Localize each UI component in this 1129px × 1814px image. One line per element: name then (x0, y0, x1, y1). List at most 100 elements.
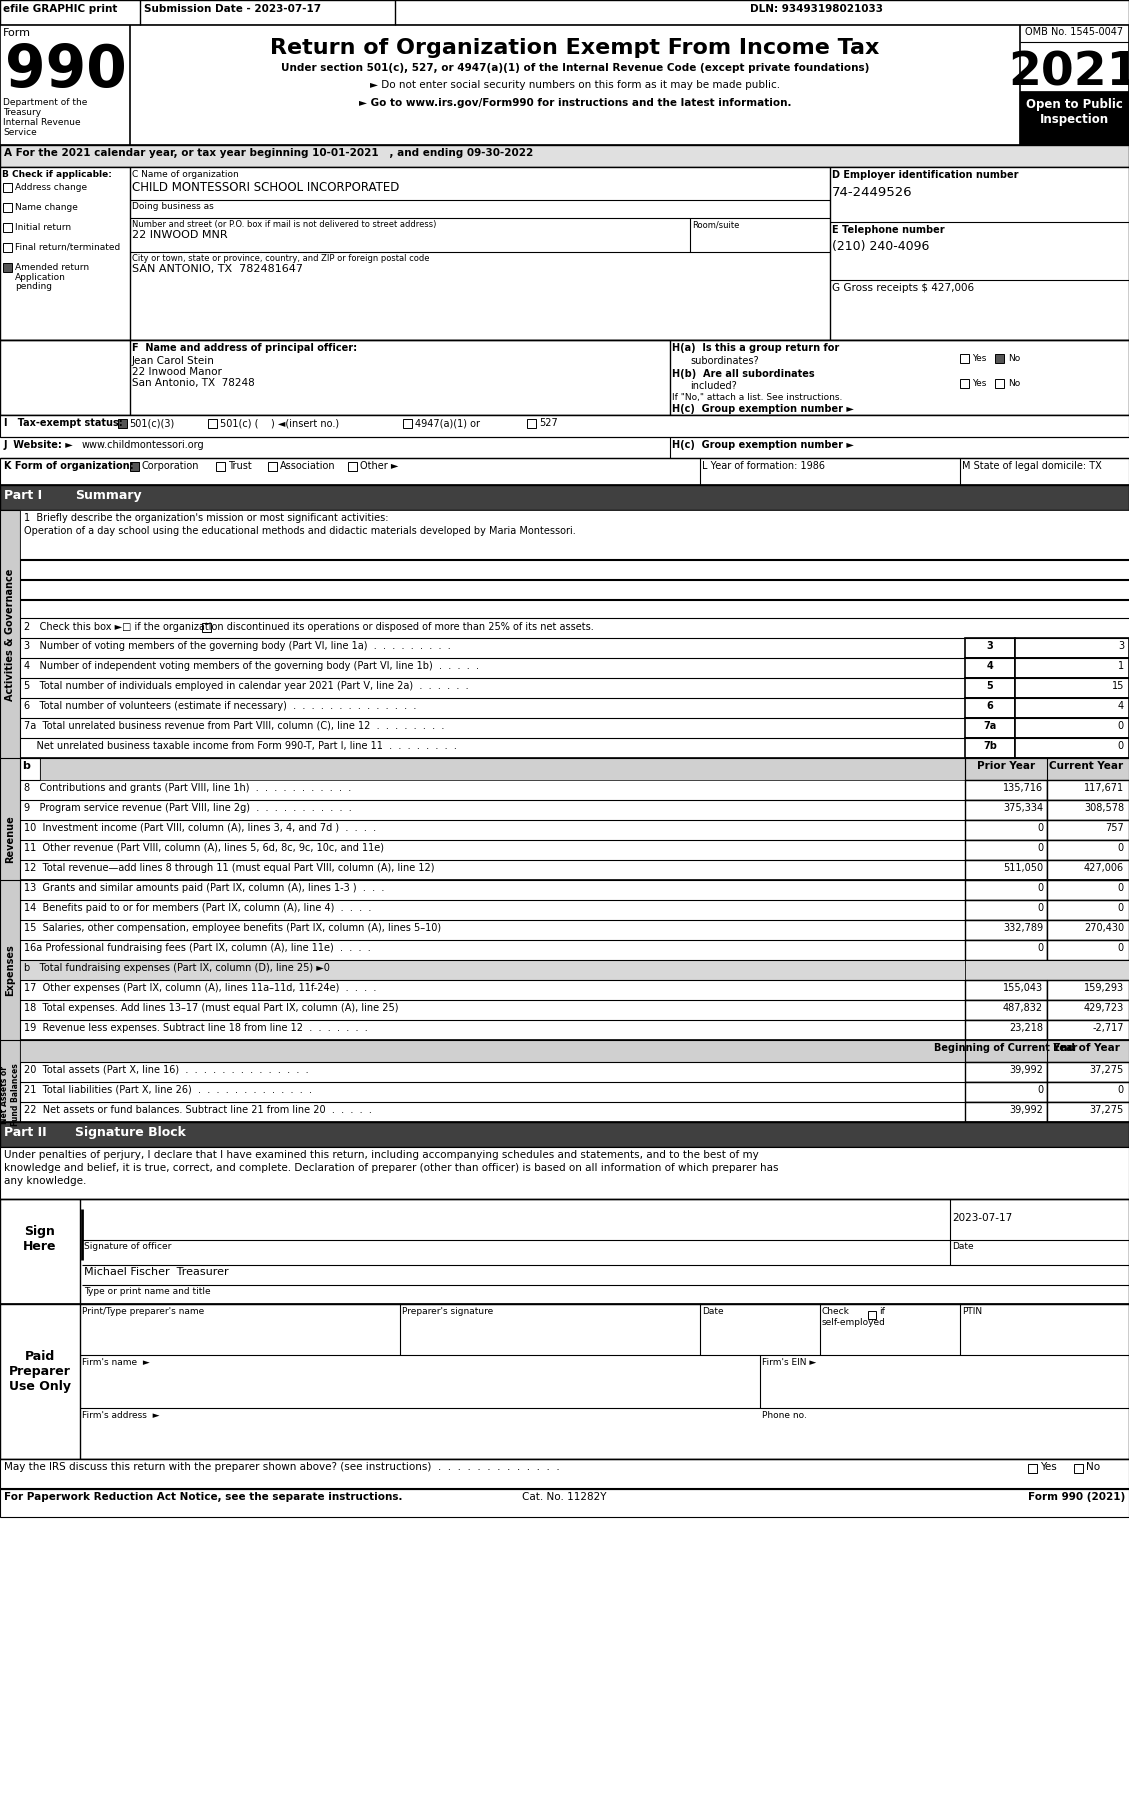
Text: 332,789: 332,789 (1003, 923, 1043, 932)
Bar (1047, 940, 1129, 960)
Text: May the IRS discuss this return with the preparer shown above? (see instructions: May the IRS discuss this return with the… (5, 1462, 560, 1471)
Text: Yes: Yes (972, 354, 987, 363)
Text: Date: Date (702, 1308, 724, 1315)
Bar (20, 510, 1129, 561)
Text: L Year of formation: 1986: L Year of formation: 1986 (702, 461, 825, 472)
Text: 3   Number of voting members of the governing body (Part VI, line 1a)  .  .  .  : 3 Number of voting members of the govern… (24, 640, 450, 651)
Text: Beginning of Current Year: Beginning of Current Year (935, 1043, 1078, 1052)
Text: CHILD MONTESSORI SCHOOL INCORPORATED: CHILD MONTESSORI SCHOOL INCORPORATED (132, 181, 400, 194)
Bar (0, 25, 1129, 145)
Bar (0, 415, 1129, 437)
Text: PTIN: PTIN (962, 1308, 982, 1315)
Bar (1015, 658, 1129, 678)
Text: I   Tax-exempt status:: I Tax-exempt status: (5, 417, 123, 428)
Text: M State of legal domicile: TX: M State of legal domicile: TX (962, 461, 1102, 472)
Text: Part II: Part II (5, 1126, 46, 1139)
Text: 39,992: 39,992 (1009, 1065, 1043, 1076)
Text: 0: 0 (1036, 903, 1043, 912)
Bar (0, 457, 1129, 484)
Text: Room/suite: Room/suite (692, 219, 739, 229)
Text: Treasury: Treasury (3, 109, 41, 116)
Bar (965, 718, 1015, 738)
Text: Initial return: Initial return (15, 223, 71, 232)
Text: Form 990 (2021): Form 990 (2021) (1027, 1491, 1124, 1502)
Bar (0, 1039, 20, 1150)
Bar (0, 0, 1129, 25)
Text: 6   Total number of volunteers (estimate if necessary)  .  .  .  .  .  .  .  .  : 6 Total number of volunteers (estimate i… (24, 700, 417, 711)
Text: 7a  Total unrelated business revenue from Part VIII, column (C), line 12  .  .  : 7a Total unrelated business revenue from… (24, 720, 445, 731)
Text: Under penalties of perjury, I declare that I have examined this return, includin: Under penalties of perjury, I declare th… (5, 1150, 759, 1159)
Text: Other ►: Other ► (360, 461, 399, 472)
Bar (965, 698, 1015, 718)
Text: OMB No. 1545-0047: OMB No. 1545-0047 (1025, 27, 1123, 36)
Text: Department of the: Department of the (3, 98, 87, 107)
Text: Corporation: Corporation (142, 461, 200, 472)
Text: 22 INWOOD MNR: 22 INWOOD MNR (132, 230, 228, 239)
Bar (1047, 860, 1129, 880)
Bar (965, 860, 1047, 880)
Text: 39,992: 39,992 (1009, 1105, 1043, 1116)
Text: 4947(a)(1) or: 4947(a)(1) or (415, 417, 480, 428)
Bar (1015, 738, 1129, 758)
Text: 4: 4 (987, 660, 994, 671)
Text: pending: pending (15, 281, 52, 290)
Text: Final return/terminated: Final return/terminated (15, 243, 121, 252)
Text: -2,717: -2,717 (1093, 1023, 1124, 1032)
Text: Yes: Yes (972, 379, 987, 388)
Bar (202, 622, 211, 631)
Text: Service: Service (3, 129, 37, 138)
Text: SAN ANTONIO, TX  782481647: SAN ANTONIO, TX 782481647 (132, 265, 303, 274)
Text: H(b)  Are all subordinates: H(b) Are all subordinates (672, 368, 815, 379)
Text: efile GRAPHIC print: efile GRAPHIC print (3, 4, 117, 15)
Bar (0, 880, 20, 1059)
Text: H(c)  Group exemption number ►: H(c) Group exemption number ► (672, 441, 854, 450)
Text: 3: 3 (987, 640, 994, 651)
Text: 12  Total revenue—add lines 8 through 11 (must equal Part VIII, column (A), line: 12 Total revenue—add lines 8 through 11 … (24, 863, 435, 873)
Bar (965, 658, 1015, 678)
Text: 0: 0 (1118, 720, 1124, 731)
Text: Firm's address  ►: Firm's address ► (82, 1411, 159, 1420)
Bar (965, 1019, 1047, 1039)
Text: 527: 527 (539, 417, 558, 428)
Text: Phone no.: Phone no. (762, 1411, 807, 1420)
Text: 501(c)(3): 501(c)(3) (129, 417, 174, 428)
Text: 3: 3 (1118, 640, 1124, 651)
Text: C Name of organization: C Name of organization (132, 171, 238, 180)
Bar (3, 223, 12, 232)
Text: ► Do not enter social security numbers on this form as it may be made public.: ► Do not enter social security numbers o… (370, 80, 780, 91)
Text: Date: Date (952, 1243, 973, 1252)
Text: Expenses: Expenses (5, 943, 15, 996)
Text: 21  Total liabilities (Part X, line 26)  .  .  .  .  .  .  .  .  .  .  .  .  .: 21 Total liabilities (Part X, line 26) .… (24, 1085, 312, 1096)
Text: H(a)  Is this a group return for: H(a) Is this a group return for (672, 343, 839, 354)
Text: 5: 5 (987, 680, 994, 691)
Text: 17  Other expenses (Part IX, column (A), lines 11a–11d, 11f-24e)  .  .  .  .: 17 Other expenses (Part IX, column (A), … (24, 983, 376, 992)
Text: Signature Block: Signature Block (75, 1126, 186, 1139)
Bar (20, 1039, 965, 1061)
Text: San Antonio, TX  78248: San Antonio, TX 78248 (132, 377, 255, 388)
Text: Amended return: Amended return (15, 263, 89, 272)
Bar (1047, 1081, 1129, 1101)
Text: Part I: Part I (5, 490, 42, 502)
Bar (965, 840, 1047, 860)
Text: 429,723: 429,723 (1084, 1003, 1124, 1012)
Text: 13  Grants and similar amounts paid (Part IX, column (A), lines 1-3 )  .  .  .: 13 Grants and similar amounts paid (Part… (24, 883, 384, 892)
Text: 270,430: 270,430 (1084, 923, 1124, 932)
Bar (0, 1199, 1129, 1304)
Text: Trust: Trust (228, 461, 252, 472)
Bar (1047, 1000, 1129, 1019)
Bar (268, 463, 277, 472)
Text: Association: Association (280, 461, 335, 472)
Text: Jean Carol Stein: Jean Carol Stein (132, 356, 215, 366)
Bar (1047, 900, 1129, 920)
Bar (1047, 800, 1129, 820)
Bar (348, 463, 357, 472)
Bar (3, 183, 12, 192)
Text: A For the 2021 calendar year, or tax year beginning 10-01-2021   , and ending 09: A For the 2021 calendar year, or tax yea… (5, 149, 533, 158)
Text: 0: 0 (1118, 1085, 1124, 1096)
Text: 0: 0 (1036, 844, 1043, 853)
Text: Sign
Here: Sign Here (24, 1224, 56, 1253)
Text: 155,043: 155,043 (1003, 983, 1043, 992)
Bar (965, 758, 1129, 780)
Bar (965, 900, 1047, 920)
Text: Internal Revenue: Internal Revenue (3, 118, 80, 127)
